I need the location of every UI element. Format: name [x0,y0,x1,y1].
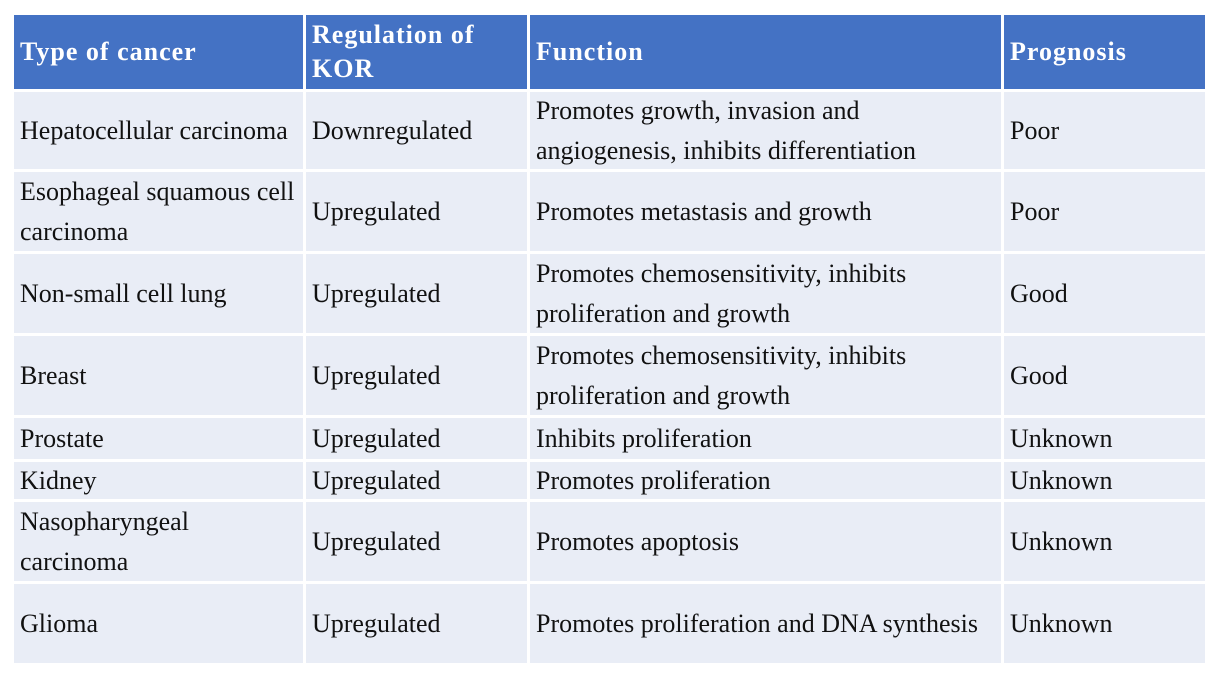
table-cell: Kidney [14,462,303,499]
table-cell: Promotes growth, invasion and angiogenes… [530,92,1001,169]
table-cell: Poor [1004,92,1205,169]
table-cell: Promotes metastasis and growth [530,172,1001,251]
table-cell: Poor [1004,172,1205,251]
table-cell: Inhibits proliferation [530,418,1001,459]
header-cell: Prognosis [1004,15,1205,89]
table-cell: Promotes proliferation and DNA synthesis [530,584,1001,663]
table-cell: Unknown [1004,584,1205,663]
table-cell: Upregulated [306,254,527,333]
table-cell: Upregulated [306,462,527,499]
table-cell: Upregulated [306,172,527,251]
table: Type of cancer Regulation of KOR Function P… [14,15,1205,663]
table-cell: Upregulated [306,502,527,581]
table-cell: Esophageal squamous cell carcinoma [14,172,303,251]
table-cell: Breast [14,336,303,415]
table-cell: Downregulated [306,92,527,169]
table-cell: Nasopharyngeal carcinoma [14,502,303,581]
table-cell: Promotes apoptosis [530,502,1001,581]
table-cell: Good [1004,336,1205,415]
table-cell: Unknown [1004,462,1205,499]
table-cell: Glioma [14,584,303,663]
table-cell: Good [1004,254,1205,333]
table-cell: Upregulated [306,584,527,663]
table-cell: Promotes chemosensitivity, inhibits prol… [530,254,1001,333]
table-cell: Unknown [1004,502,1205,581]
table-cell: Upregulated [306,418,527,459]
table-cell: Non-small cell lung [14,254,303,333]
table-cell: Unknown [1004,418,1205,459]
table-cell: Prostate [14,418,303,459]
table-cell: Upregulated [306,336,527,415]
table-cell: Promotes proliferation [530,462,1001,499]
header-cell: Regulation of KOR [306,15,527,89]
table-cell: Hepatocellular carcinoma [14,92,303,169]
header-cell: Type of cancer [14,15,303,89]
table-cell: Promotes chemosensitivity, inhibits prol… [530,336,1001,415]
header-cell: Function [530,15,1001,89]
